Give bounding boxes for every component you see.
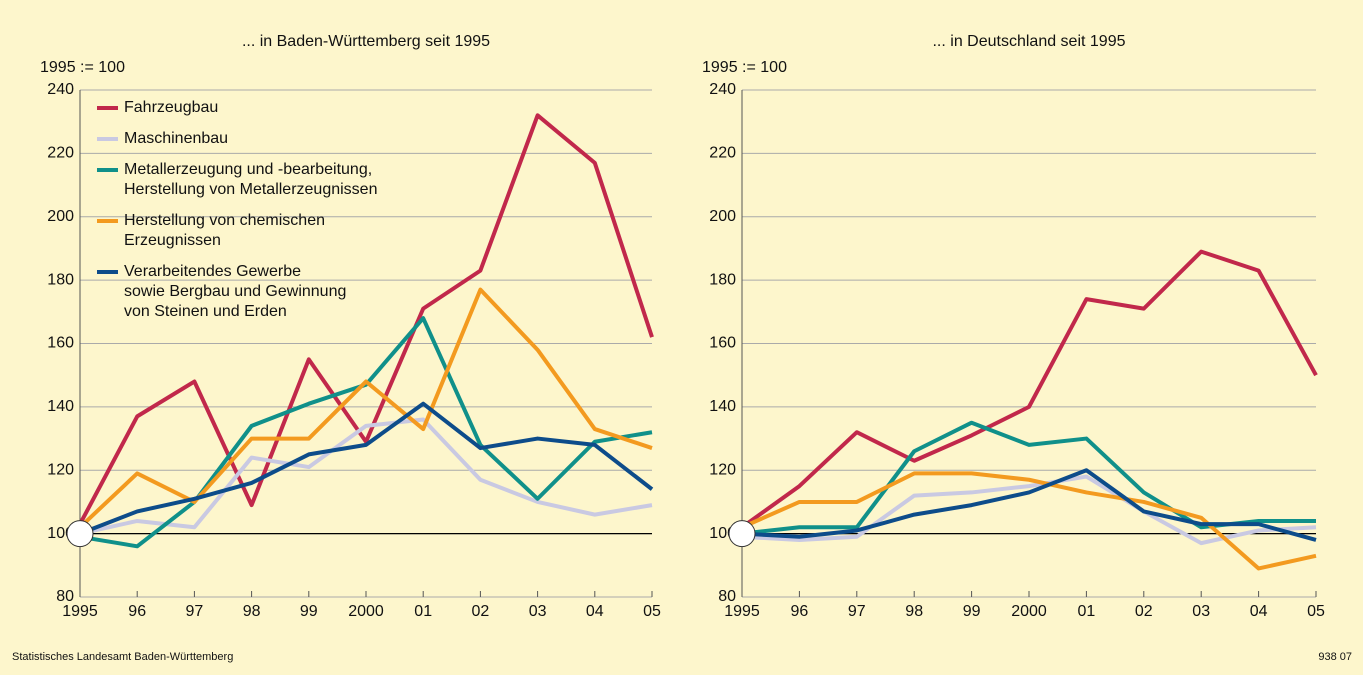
source: Statistisches Landesamt Baden-Württember… — [12, 651, 233, 663]
x-tick-label: 98 — [905, 603, 923, 620]
origin-marker — [66, 520, 94, 548]
x-tick-label: 1995 — [62, 603, 98, 620]
chart-title: ... in Baden-Württemberg seit 1995 — [242, 33, 490, 50]
y-tick-label: 200 — [47, 208, 74, 225]
y-tick-label: 200 — [709, 208, 736, 225]
y-tick-label: 160 — [709, 335, 736, 352]
line-series — [79, 417, 653, 536]
legend-label: Maschinenbau — [124, 130, 228, 147]
y-tick-label: 160 — [47, 335, 74, 352]
line-series — [78, 287, 653, 529]
x-tick-label: 96 — [128, 603, 146, 620]
x-tick-label: 03 — [1192, 603, 1210, 620]
x-tick-label: 2000 — [348, 603, 384, 620]
x-tick-label: 03 — [529, 603, 547, 620]
y-tick-label: 140 — [47, 398, 74, 415]
x-tick-label: 01 — [414, 603, 432, 620]
line-series — [79, 316, 653, 549]
x-tick-label: 02 — [472, 603, 490, 620]
x-tick-label: 05 — [643, 603, 661, 620]
y-tick-label: 140 — [709, 398, 736, 415]
line-series — [741, 474, 1317, 546]
code: 938 07 — [1318, 651, 1352, 663]
x-tick-label: 1995 — [724, 603, 760, 620]
x-tick-label: 99 — [300, 603, 318, 620]
line-series — [740, 249, 1318, 529]
x-tick-label: 99 — [963, 603, 981, 620]
line-series — [79, 401, 654, 536]
chart-title: ... in Deutschland seit 1995 — [932, 33, 1125, 50]
origin-marker — [728, 520, 756, 548]
legend-label: Fahrzeugbau — [124, 99, 218, 116]
legend-label: Metallerzeugung und -bearbeitung, Herstel… — [124, 161, 377, 198]
x-tick-label: 97 — [848, 603, 866, 620]
y-axis-label: 1995 := 100 — [702, 59, 787, 76]
y-tick-label: 240 — [47, 81, 74, 98]
x-tick-label: 96 — [791, 603, 809, 620]
x-tick-label: 97 — [186, 603, 204, 620]
x-tick-label: 01 — [1078, 603, 1096, 620]
x-tick-label: 2000 — [1011, 603, 1047, 620]
x-tick-label: 05 — [1307, 603, 1325, 620]
y-tick-label: 220 — [709, 145, 736, 162]
line-series — [741, 468, 1317, 542]
y-tick-label: 80 — [56, 588, 74, 605]
y-axis-label: 1995 := 100 — [40, 59, 125, 76]
x-tick-label: 98 — [243, 603, 261, 620]
x-tick-label: 02 — [1135, 603, 1153, 620]
y-tick-label: 240 — [709, 81, 736, 98]
x-tick-label: 04 — [586, 603, 604, 620]
y-tick-label: 220 — [47, 145, 74, 162]
y-tick-label: 120 — [47, 461, 74, 478]
line-series — [78, 113, 654, 526]
y-tick-label: 180 — [709, 271, 736, 288]
y-tick-label: 180 — [47, 271, 74, 288]
legend-label: Verarbeitendes Gewerbe sowie Bergbau und … — [124, 263, 346, 320]
line-series — [741, 471, 1317, 571]
y-tick-label: 120 — [709, 461, 736, 478]
legend-label: Herstellung von chemischen Erzeugnissen — [124, 212, 325, 249]
y-tick-label: 80 — [718, 588, 736, 605]
x-tick-label: 04 — [1250, 603, 1268, 620]
